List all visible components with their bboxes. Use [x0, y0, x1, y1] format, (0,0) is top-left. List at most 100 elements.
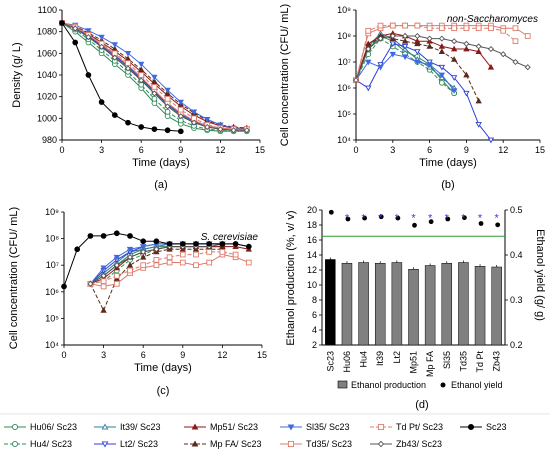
- significance-star: *: [461, 213, 466, 225]
- data-point: [245, 259, 252, 266]
- data-point: [402, 22, 408, 29]
- data-point: [151, 95, 158, 102]
- data-point: [232, 241, 239, 247]
- y-tick-label: 4: [312, 325, 317, 335]
- data-point: [426, 25, 433, 32]
- y-tick-label: 10⁸: [45, 234, 59, 244]
- y-tick-label: 10⁶: [337, 83, 351, 93]
- panel-d-legend: Ethanol production Ethanol yield: [337, 380, 503, 390]
- legend-marker: [377, 440, 385, 448]
- legend-item-hu4-sc23: Hu4/ Sc23: [4, 439, 72, 449]
- panel-d-label: (d): [415, 399, 428, 411]
- data-point: [166, 241, 173, 247]
- category-label: Zb43: [492, 351, 502, 372]
- significance-star: *: [411, 213, 416, 225]
- data-point: [151, 84, 158, 90]
- data-point: [206, 249, 213, 255]
- x-tick-label: 15: [255, 145, 265, 155]
- y-tick-label: 1060: [37, 48, 57, 58]
- data-point: [100, 283, 107, 290]
- data-point: [126, 254, 134, 261]
- data-point: [179, 259, 186, 266]
- data-point: [100, 233, 107, 239]
- data-point: [206, 259, 213, 266]
- series-line: [355, 43, 492, 141]
- legend-item-zb43-sc23: Zb43/ Sc23: [370, 439, 442, 449]
- data-point: [164, 127, 171, 134]
- yield-point: [445, 216, 451, 222]
- data-point: [438, 43, 446, 49]
- x-tick-label: 12: [498, 145, 508, 155]
- data-point: [177, 106, 184, 113]
- y-tick-label: 1020: [37, 92, 57, 102]
- data-point: [166, 259, 173, 266]
- data-point: [365, 27, 372, 34]
- yield-point: [462, 215, 467, 221]
- category-label: Hu4: [359, 351, 369, 368]
- y-tick-label: 10: [307, 280, 317, 290]
- data-point: [100, 265, 107, 272]
- yield-point: [378, 214, 384, 220]
- legend-marker: [191, 423, 199, 430]
- data-point: [243, 127, 250, 134]
- data-point: [389, 41, 396, 48]
- x-tick-label: 9: [178, 145, 183, 155]
- data-point: [426, 35, 433, 42]
- panel-a-y-label: Density (g/ L): [11, 42, 23, 107]
- category-label: Td Pt: [475, 351, 485, 373]
- data-point: [151, 74, 158, 81]
- panel-a-x-label: Time (days): [132, 157, 190, 169]
- data-point: [414, 22, 421, 29]
- data-point: [140, 262, 147, 269]
- legend-label: Zb43/ Sc23: [396, 439, 442, 449]
- panel-b: 0 3 6 9 12 15 10⁴ 10⁵ 10⁶ 10⁷ 10⁸ 10⁹ non-Saccharom…: [279, 4, 545, 191]
- yield-point: [395, 215, 401, 221]
- legend-item-hu06-sc23: Hu06/ Sc23: [4, 422, 77, 432]
- data-point: [98, 99, 105, 105]
- data-point: [487, 45, 494, 53]
- data-point: [450, 45, 458, 52]
- data-point: [438, 72, 446, 79]
- legend-marker: [191, 440, 199, 447]
- data-point: [113, 254, 120, 261]
- data-point: [127, 267, 133, 274]
- panel-c: 0 3 6 9 12 15 10⁴ 10⁵ 10⁶ 10⁷ 10⁸ 10⁹ S. cerevisiae…: [8, 207, 267, 397]
- x-tick-label: 0: [353, 145, 358, 155]
- data-point: [475, 97, 482, 104]
- panel-b-y-label: Cell concentration (CFU/ mL): [279, 4, 291, 146]
- yield-point: [412, 222, 417, 228]
- data-point: [111, 112, 118, 118]
- significance-star: *: [345, 213, 350, 225]
- legend-item-td-pt-sc23: Td Pt/ Sc23: [370, 422, 443, 432]
- data-point: [166, 254, 173, 261]
- data-point: [193, 241, 199, 247]
- y-tick-label: 1000: [37, 113, 57, 123]
- series-sc23: [61, 230, 252, 290]
- data-point: [153, 257, 160, 263]
- panel-b-label: (b): [441, 179, 454, 191]
- significance-star: *: [428, 213, 433, 225]
- y-tick-label: 14: [307, 250, 317, 260]
- yield-point: [345, 216, 351, 222]
- legend-item-lt2-sc23: Lt2/ Sc23: [94, 439, 158, 449]
- data-point: [153, 246, 160, 253]
- data-point: [401, 44, 409, 50]
- legend-label: Hu06/ Sc23: [30, 422, 77, 432]
- data-point: [113, 262, 120, 269]
- legend-label-ethanol-production: Ethanol production: [351, 380, 426, 390]
- data-point: [113, 280, 120, 287]
- legend-item-mp51-sc23: Mp51/ Sc23: [184, 422, 258, 432]
- data-point: [463, 40, 470, 47]
- data-point: [85, 72, 92, 78]
- data-point: [177, 99, 184, 106]
- y-tick-label: 20: [307, 205, 317, 215]
- panel-a: 0 3 6 9 12 15 980 1000 1020 1040 1060 1080 1100 Time…: [11, 5, 265, 191]
- data-point: [451, 25, 457, 32]
- x-tick-label: 15: [257, 350, 267, 360]
- y-tick-label: 10⁹: [337, 5, 351, 15]
- data-point: [389, 32, 396, 40]
- data-point: [140, 238, 147, 245]
- y-tick-label: 10⁴: [337, 135, 351, 145]
- panel-c-y-label: Cell concentration (CFU/ mL): [8, 207, 20, 349]
- x-tick-label: 15: [535, 145, 545, 155]
